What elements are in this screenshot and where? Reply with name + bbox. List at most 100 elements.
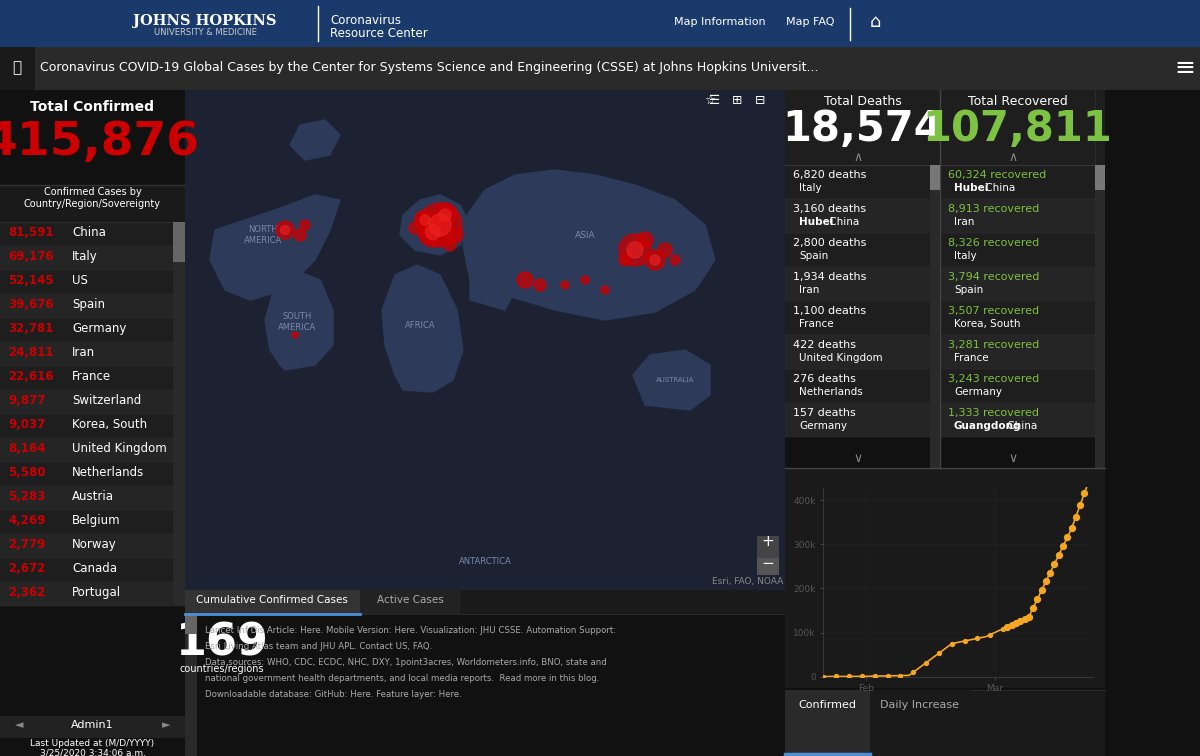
Text: Hubei: Hubei (799, 217, 833, 227)
Text: UNIVERSITY & MEDICINE: UNIVERSITY & MEDICINE (154, 28, 257, 37)
Text: 18,574: 18,574 (782, 108, 943, 150)
Text: 1,333 recovered: 1,333 recovered (948, 408, 1039, 418)
Point (1040, 566, 1060, 578)
Bar (785, 301, 930, 335)
Text: 24,811: 24,811 (8, 346, 54, 359)
Point (1010, 615, 1030, 627)
Bar (185, 590, 360, 614)
Point (1075, 487, 1094, 499)
Bar (0, 90, 185, 185)
Bar (757, 558, 779, 580)
Circle shape (446, 227, 463, 243)
Text: Guangdong: Guangdong (954, 421, 1021, 431)
Text: 3,794 recovered: 3,794 recovered (948, 272, 1039, 282)
Polygon shape (265, 270, 334, 370)
Text: 4,269: 4,269 (8, 514, 46, 527)
Bar (870, 690, 970, 756)
Text: 9,877: 9,877 (8, 394, 46, 407)
Point (1057, 531, 1076, 544)
Circle shape (415, 210, 436, 230)
Text: Italy: Italy (72, 250, 97, 263)
Text: ASIA: ASIA (575, 231, 595, 240)
Text: 81,591: 81,591 (8, 226, 54, 239)
Bar (0, 534, 173, 558)
Point (904, 666, 923, 678)
Text: 32,781: 32,781 (8, 322, 53, 335)
Circle shape (281, 225, 289, 234)
Circle shape (433, 203, 457, 227)
Text: Spain: Spain (954, 285, 983, 295)
Text: 69,176: 69,176 (8, 250, 54, 263)
Text: United Kingdom: United Kingdom (72, 442, 167, 455)
Point (1002, 618, 1021, 631)
Text: 3/25/2020 3:34:06 a.m.: 3/25/2020 3:34:06 a.m. (40, 748, 145, 756)
Text: Last Updated at (M/D/YYYY): Last Updated at (M/D/YYYY) (30, 739, 155, 748)
Bar (0, 366, 173, 390)
Circle shape (300, 220, 310, 230)
Text: SOUTH
AMERICA: SOUTH AMERICA (278, 312, 316, 332)
Bar (757, 536, 779, 558)
Point (1062, 522, 1081, 534)
Bar (0, 414, 173, 438)
Polygon shape (290, 120, 340, 160)
Bar (785, 468, 1105, 688)
Bar (0, 318, 173, 342)
Bar (360, 590, 460, 614)
Point (1027, 593, 1046, 605)
Text: Coronavirus COVID-19 Global Cases by the Center for Systems Science and Engineer: Coronavirus COVID-19 Global Cases by the… (40, 61, 818, 75)
Bar (785, 90, 940, 165)
Text: 8,164: 8,164 (8, 442, 46, 455)
Bar (940, 199, 1096, 233)
Circle shape (581, 276, 589, 284)
Bar (0, 270, 173, 294)
Bar (940, 233, 1096, 267)
Point (840, 671, 859, 683)
Point (1007, 617, 1026, 629)
Circle shape (534, 279, 546, 291)
Text: Confirmed Cases by
Country/Region/Sovereignty: Confirmed Cases by Country/Region/Sovere… (24, 187, 161, 209)
Text: AUSTRALIA: AUSTRALIA (656, 377, 694, 383)
Text: ⊟: ⊟ (755, 94, 766, 107)
Bar (173, 222, 185, 606)
Text: Canada: Canada (72, 562, 118, 575)
Text: 3,281 recovered: 3,281 recovered (948, 340, 1039, 350)
Text: ⊞: ⊞ (732, 94, 743, 107)
Text: ⌂: ⌂ (869, 13, 881, 31)
Point (917, 657, 936, 669)
Bar (173, 222, 185, 262)
Point (1079, 476, 1098, 488)
Text: France: France (954, 353, 989, 363)
Point (814, 671, 833, 683)
Bar (785, 403, 930, 437)
Circle shape (292, 332, 298, 338)
Text: Esri, FAO, NOAA: Esri, FAO, NOAA (712, 577, 784, 586)
Point (1032, 584, 1051, 596)
Bar (0, 582, 173, 606)
Bar (0, 0, 1200, 47)
Text: ∨: ∨ (853, 452, 862, 465)
Circle shape (670, 255, 680, 265)
Bar (0, 185, 185, 222)
Bar (0, 738, 185, 756)
Bar (185, 614, 197, 756)
Text: France: France (72, 370, 112, 383)
Text: Cumulative Confirmed Cases: Cumulative Confirmed Cases (196, 595, 348, 605)
Circle shape (409, 222, 421, 234)
Text: ►: ► (162, 720, 170, 730)
Text: ≡: ≡ (1175, 56, 1195, 80)
Text: 39,676: 39,676 (8, 298, 54, 311)
Point (1015, 612, 1034, 624)
Text: ◄: ◄ (14, 720, 24, 730)
Text: Belgium: Belgium (72, 514, 121, 527)
Bar (0, 47, 35, 90)
Bar (185, 590, 785, 614)
Text: 2,800 deaths: 2,800 deaths (793, 238, 866, 248)
Text: ∨: ∨ (1008, 452, 1018, 465)
Text: Total Deaths: Total Deaths (823, 95, 901, 108)
Text: Italy: Italy (799, 183, 822, 193)
Bar (930, 165, 940, 468)
Bar (0, 222, 173, 246)
Text: 3,243 recovered: 3,243 recovered (948, 374, 1039, 384)
Bar (785, 690, 870, 756)
Circle shape (601, 286, 610, 294)
